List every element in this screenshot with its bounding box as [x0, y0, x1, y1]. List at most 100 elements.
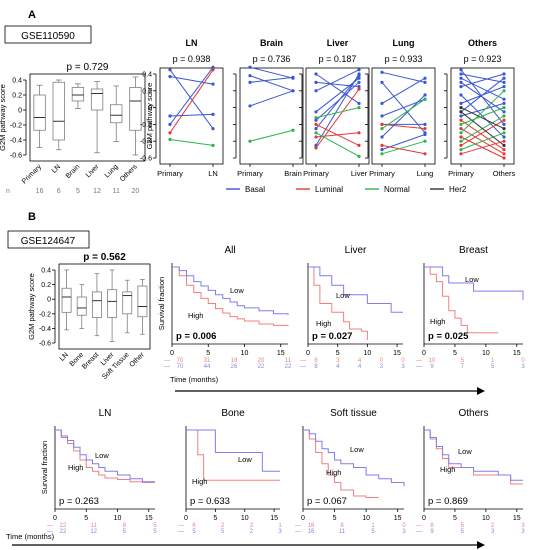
pair-point	[314, 135, 318, 139]
pair-line	[169, 113, 214, 117]
km-risk-high: 6	[192, 523, 196, 529]
pair-point	[380, 135, 384, 139]
km-xtick-label: 5	[453, 515, 457, 522]
km-risk-high: 31	[204, 358, 211, 364]
a-paired-others-line-her2	[459, 106, 506, 131]
km-risk-low: 2	[250, 529, 254, 535]
km-risk-key-low: —	[416, 364, 422, 370]
pair-line	[460, 77, 505, 113]
a-paired-p-ln: p = 0.938	[173, 54, 211, 64]
b-box-box-soft-tissue	[122, 279, 133, 334]
pair-point	[357, 106, 361, 110]
pair-point	[502, 110, 506, 114]
b-box-box-other	[137, 279, 148, 335]
box	[52, 81, 65, 141]
km-risk-low: 44	[204, 364, 211, 370]
km-risk-key-high: —	[164, 358, 170, 364]
a-box-box-liver	[90, 81, 104, 154]
pair-point	[291, 75, 295, 79]
km-title-liver: Liver	[345, 245, 367, 256]
b-box-box-breast	[91, 273, 102, 337]
km-xtick-label: 5	[206, 350, 210, 357]
pair-point	[502, 85, 506, 89]
pair-line	[381, 140, 426, 155]
pair-point	[459, 110, 463, 114]
pair-point	[459, 93, 463, 97]
pair-point	[502, 156, 506, 160]
km-risk-high: 8	[430, 523, 434, 529]
a-box-box-lung	[110, 85, 123, 142]
pair-point	[459, 122, 463, 126]
pair-point	[168, 68, 172, 72]
a-box-tick-label: 0	[18, 108, 22, 115]
b-box-ylabel: G2M pathway score	[27, 273, 36, 340]
km-xtick-label: 10	[482, 350, 490, 357]
km-xtick-label: 5	[333, 515, 337, 522]
a-paired-xlabel: LN	[208, 169, 218, 178]
a-paired-others-line-basal	[459, 80, 506, 114]
km-risk-key-high: —	[47, 523, 53, 529]
pair-line	[460, 119, 505, 146]
a-paired-lung-line-normal	[380, 97, 427, 131]
a-paired-ln-tick-label: -0.4	[140, 139, 152, 146]
km-risk-low: 3	[521, 529, 525, 535]
pair-point	[380, 127, 384, 131]
a-box-tick-label: -0.2	[10, 123, 22, 130]
km-curve-bone-low	[186, 429, 280, 472]
a-paired-lung-line-basal	[380, 93, 427, 139]
km-risk-high: 11	[91, 523, 98, 529]
b-box-tick-label: -0.2	[39, 311, 51, 318]
km-risk-high: 0	[521, 358, 525, 364]
km-label-low: Low	[336, 291, 350, 300]
pair-point	[357, 72, 361, 76]
a-box-n-value: 5	[76, 188, 80, 195]
pair-point	[423, 132, 427, 137]
km-risk-high: 18	[231, 358, 238, 364]
km-risk-high: 11	[285, 358, 292, 364]
km-label-low: Low	[465, 275, 479, 284]
a-paired-lung-line-normal	[380, 139, 427, 156]
pair-line	[169, 66, 214, 125]
km-risk-key-high: —	[178, 523, 184, 529]
box	[76, 296, 87, 316]
km-risk-key-high: —	[300, 358, 306, 364]
pair-line	[460, 119, 505, 151]
pair-point	[357, 154, 361, 158]
km-risk-high: 20	[258, 358, 265, 364]
pair-point	[211, 68, 215, 72]
a-paired-others-line-luminal	[459, 139, 506, 156]
km-xtick-label: 10	[362, 515, 370, 522]
b-box-xlabel: Other	[128, 351, 146, 369]
km-xtick-label: 5	[453, 350, 457, 357]
pair-point	[211, 82, 215, 86]
b-box-box-bone	[76, 284, 87, 329]
a-paired-title-others: Others	[468, 38, 497, 48]
km-risk-low: 7	[461, 364, 465, 370]
pair-point	[380, 70, 384, 74]
a-paired-xlabel: Brain	[284, 169, 302, 178]
a-box-n-value: 11	[113, 188, 120, 195]
km-risk-low: 22	[285, 364, 292, 370]
box	[129, 87, 142, 131]
km-curve-liver-high	[308, 266, 368, 340]
km-risk-key-low: —	[295, 529, 301, 535]
pair-line	[315, 73, 360, 146]
box	[107, 289, 118, 318]
a-paired-xlabel: Others	[493, 169, 516, 178]
pair-line	[460, 132, 505, 151]
a-box-title: p = 0.729	[67, 62, 109, 73]
km-risk-key-low: —	[47, 529, 53, 535]
b-box-box-liver	[107, 269, 118, 342]
pair-line	[249, 66, 294, 79]
a-box-n-value: 6	[57, 188, 61, 195]
pair-point	[502, 72, 506, 76]
a-box-frame	[29, 73, 146, 162]
a-box-n-value: 20	[132, 188, 140, 195]
legend-label: Normal	[384, 185, 410, 194]
km-xtick-label: 15	[277, 350, 285, 357]
km-risk-low: 3	[278, 529, 282, 535]
a-paired-p-others: p = 0.923	[464, 54, 502, 64]
km-risk-high: 5	[153, 523, 157, 529]
pair-point	[502, 106, 506, 110]
km-risk-high: 0	[380, 358, 384, 364]
